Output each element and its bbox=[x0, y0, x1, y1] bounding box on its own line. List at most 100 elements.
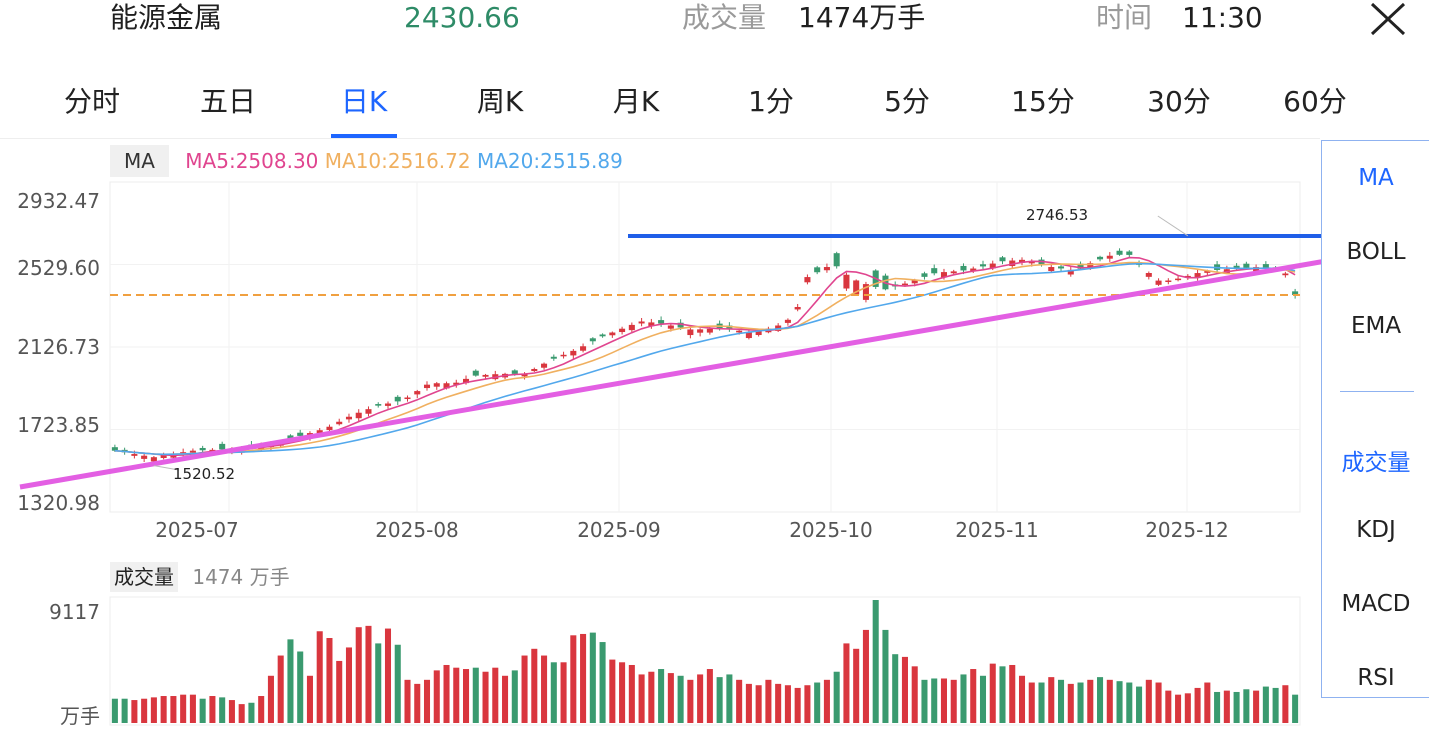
volume-bar bbox=[609, 659, 616, 723]
candle bbox=[580, 346, 587, 351]
ma-tag[interactable]: MA bbox=[110, 145, 169, 177]
candle bbox=[940, 272, 947, 278]
volume-bar bbox=[726, 674, 733, 723]
volume-bar bbox=[677, 675, 684, 723]
indicator-macd[interactable]: MACD bbox=[1341, 591, 1411, 617]
x-tick-label: 2025-11 bbox=[955, 518, 1039, 542]
tab-60min[interactable]: 60分 bbox=[1283, 85, 1347, 118]
volume-bar bbox=[121, 698, 128, 723]
ma10-value: MA10:2516.72 bbox=[324, 149, 471, 173]
candle bbox=[219, 443, 226, 450]
volume-tag[interactable]: 成交量 bbox=[110, 562, 178, 592]
volume-bar bbox=[882, 629, 889, 723]
indicator-kdj[interactable]: KDJ bbox=[1356, 517, 1396, 543]
volume-bar bbox=[345, 647, 352, 723]
volume-bar bbox=[833, 671, 840, 723]
indicator-ema[interactable]: EMA bbox=[1350, 313, 1402, 339]
candle bbox=[599, 334, 606, 337]
candle bbox=[658, 320, 665, 324]
volume-bar bbox=[1165, 690, 1172, 723]
candle bbox=[1106, 255, 1113, 259]
volume-bar bbox=[150, 697, 157, 723]
volume-bar bbox=[189, 694, 196, 723]
volume-bar bbox=[287, 639, 294, 723]
volume-bar bbox=[209, 696, 216, 723]
candle bbox=[316, 430, 323, 434]
candle bbox=[667, 325, 674, 329]
tab-5min[interactable]: 5分 bbox=[884, 85, 930, 118]
volume-bar bbox=[394, 644, 401, 723]
indicator-rsi[interactable]: RSI bbox=[1357, 665, 1395, 691]
candle bbox=[931, 268, 938, 274]
indicator-volume[interactable]: 成交量 bbox=[1341, 450, 1411, 476]
candle bbox=[619, 328, 626, 333]
volume-bar bbox=[1018, 675, 1026, 723]
tab-weekly-k[interactable]: 周K bbox=[476, 85, 524, 118]
volume-bar bbox=[384, 628, 392, 723]
candle bbox=[1282, 273, 1289, 276]
indicator-boll[interactable]: BOLL bbox=[1346, 239, 1406, 265]
volume-bar bbox=[433, 670, 440, 723]
ma20-value: MA20:2515.89 bbox=[476, 149, 623, 173]
volume-max-label: 9117 bbox=[49, 600, 100, 624]
volume-bar bbox=[1126, 682, 1133, 723]
volume-bar bbox=[326, 638, 333, 723]
volume-legend: 成交量 1474 万手 bbox=[110, 562, 290, 592]
volume-bar bbox=[1243, 689, 1250, 723]
volume-bar bbox=[1145, 679, 1152, 723]
active-tab-underline bbox=[331, 134, 397, 138]
indicator-ma[interactable]: MA bbox=[1358, 165, 1394, 191]
candle bbox=[1058, 266, 1065, 269]
volume-bar bbox=[755, 685, 762, 723]
tab-intraday[interactable]: 分时 bbox=[63, 85, 121, 118]
volume-bar bbox=[482, 671, 489, 723]
x-tick-label: 2025-12 bbox=[1145, 518, 1229, 542]
volume-bar bbox=[258, 696, 265, 723]
volume-bar bbox=[199, 698, 206, 723]
volume-bar bbox=[716, 677, 723, 723]
ma-legend: MA MA5:2508.30 MA10:2516.72 MA20:2515.89 bbox=[110, 145, 623, 177]
x-tick-label: 2025-09 bbox=[577, 518, 661, 542]
candle bbox=[1233, 265, 1240, 269]
volume-bar bbox=[443, 664, 450, 723]
tab-30min[interactable]: 30分 bbox=[1147, 85, 1211, 118]
tab-monthly-k[interactable]: 月K bbox=[612, 85, 660, 118]
candle bbox=[589, 338, 596, 342]
tab-1min[interactable]: 1分 bbox=[748, 85, 794, 118]
volume-bar bbox=[160, 696, 167, 723]
candle bbox=[628, 324, 635, 331]
tab-15min[interactable]: 15分 bbox=[1011, 85, 1075, 118]
volume-bar bbox=[1262, 686, 1269, 723]
volume-value: 1474万手 bbox=[798, 1, 926, 34]
close-button[interactable] bbox=[1366, 0, 1410, 40]
tab-five-day[interactable]: 五日 bbox=[199, 85, 257, 118]
candle bbox=[345, 416, 352, 420]
volume-bar bbox=[970, 669, 977, 723]
volume-panel-border bbox=[109, 596, 1301, 726]
volume-bar bbox=[277, 655, 284, 723]
candle bbox=[960, 265, 967, 271]
volume-bar bbox=[950, 679, 957, 723]
candle bbox=[697, 329, 704, 333]
candle bbox=[1067, 269, 1074, 275]
volume-bar bbox=[911, 666, 918, 723]
candle bbox=[1194, 273, 1201, 278]
candle bbox=[326, 426, 333, 431]
candle bbox=[160, 455, 167, 458]
candle bbox=[453, 382, 460, 385]
candle bbox=[1253, 267, 1260, 273]
volume-bar bbox=[580, 633, 587, 723]
x-tick-label: 2025-10 bbox=[789, 518, 873, 542]
y-tick-label: 2126.73 bbox=[17, 335, 100, 359]
candle bbox=[1018, 259, 1026, 263]
volume-bar bbox=[1048, 677, 1055, 723]
candle bbox=[404, 397, 411, 400]
volume-bar bbox=[1233, 691, 1240, 723]
candle bbox=[199, 447, 206, 451]
volume-bar bbox=[297, 651, 304, 723]
candle bbox=[609, 332, 616, 336]
volume-bar bbox=[1028, 682, 1035, 723]
tab-daily-k[interactable]: 日K bbox=[340, 85, 388, 118]
candle bbox=[443, 383, 450, 389]
